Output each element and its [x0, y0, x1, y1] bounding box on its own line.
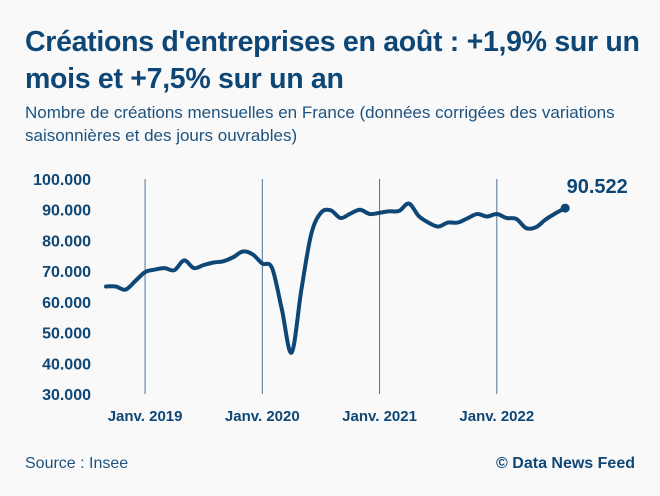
x-tick-label: Janv. 2022 — [459, 408, 534, 425]
y-tick-label: 70.000 — [42, 264, 91, 281]
series-line — [104, 201, 568, 355]
credit-note: © Data News Feed — [496, 455, 635, 472]
y-tick-label: 60.000 — [42, 295, 91, 312]
line-chart: 100.000 90.000 80.000 70.000 60.000 50.000 40.… — [33, 172, 628, 425]
last-value-label: 90.522 — [567, 176, 628, 198]
y-tick-label: 90.000 — [42, 203, 91, 220]
last-data-point — [560, 203, 570, 213]
chart-title: Créations d'entreprises en août : +1,9% … — [25, 26, 640, 95]
source-note: Source : Insee — [25, 455, 129, 472]
x-tick-label: Janv. 2019 — [108, 408, 183, 425]
y-tick-label: 40.000 — [42, 356, 91, 373]
y-axis: 100.000 90.000 80.000 70.000 60.000 50.000 40.… — [33, 172, 91, 404]
y-tick-label: 80.000 — [42, 233, 91, 250]
x-tick-label: Janv. 2021 — [342, 408, 417, 425]
x-axis: Janv. 2019 Janv. 2020 Janv. 2021 Janv. 2022 — [108, 408, 535, 425]
chart-subtitle: Nombre de créations mensuelles en France… — [25, 103, 615, 145]
y-tick-label: 30.000 — [42, 387, 91, 404]
y-tick-label: 100.000 — [33, 172, 91, 189]
x-tick-label: Janv. 2020 — [225, 408, 300, 425]
y-tick-label: 50.000 — [42, 326, 91, 343]
